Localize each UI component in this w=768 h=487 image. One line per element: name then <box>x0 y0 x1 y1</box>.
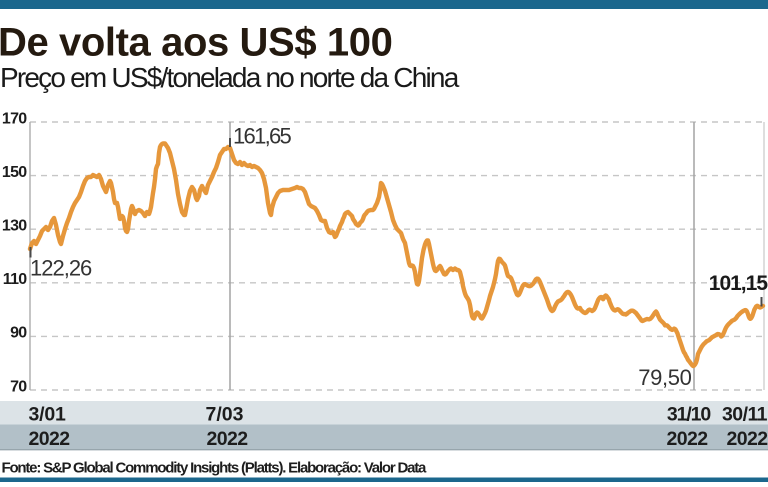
svg-text:30/11: 30/11 <box>722 404 768 426</box>
svg-text:70: 70 <box>10 378 27 395</box>
svg-text:101,15: 101,15 <box>709 272 768 295</box>
svg-text:130: 130 <box>2 218 27 235</box>
svg-text:De volta aos US$ 100: De volta aos US$ 100 <box>0 21 392 65</box>
svg-text:3/01: 3/01 <box>29 404 67 426</box>
svg-text:110: 110 <box>3 271 28 288</box>
svg-text:79,50: 79,50 <box>638 365 691 390</box>
svg-text:31/10: 31/10 <box>667 404 712 426</box>
svg-text:2022: 2022 <box>29 428 71 450</box>
svg-text:161,65: 161,65 <box>233 124 292 149</box>
svg-text:2022: 2022 <box>727 428 768 450</box>
svg-text:Fonte: S&P Global Commodity In: Fonte: S&P Global Commodity Insights (Pl… <box>2 460 428 477</box>
svg-text:90: 90 <box>10 325 27 342</box>
svg-text:122,26: 122,26 <box>30 256 92 281</box>
svg-text:150: 150 <box>2 164 27 181</box>
svg-text:2022: 2022 <box>207 428 249 450</box>
svg-text:Preço em US$/tonelada no norte: Preço em US$/tonelada no norte da China <box>0 62 460 93</box>
svg-text:2022: 2022 <box>667 428 709 450</box>
svg-text:7/03: 7/03 <box>206 404 244 426</box>
svg-text:170: 170 <box>2 110 27 127</box>
